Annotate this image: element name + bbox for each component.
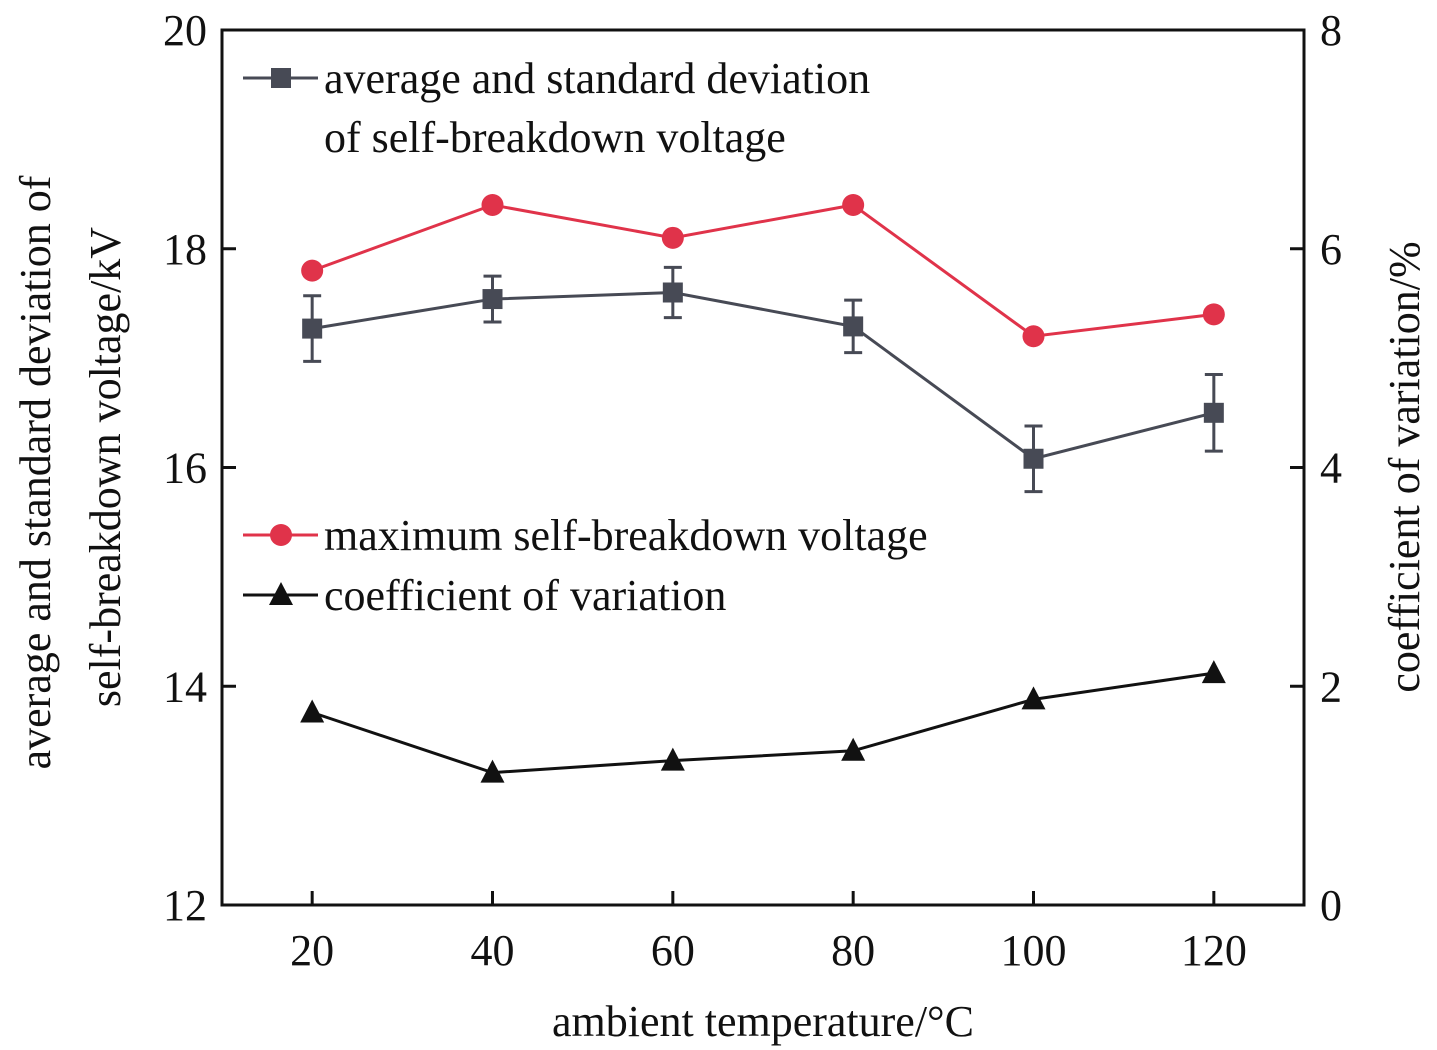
y-left-tick-label: 20	[163, 6, 207, 55]
data-point-avg	[1203, 402, 1224, 423]
series-line-avg	[311, 290, 1215, 461]
data-point-cv	[841, 737, 866, 761]
tick-layer: 20 40 60 80 100 120 12 14 16 18 20 0 2 4 6 8	[163, 6, 1342, 975]
y-axis-left-label: average and standard deviation of self-b…	[11, 165, 130, 770]
series-line-max	[311, 203, 1215, 338]
legend-marker-max	[270, 524, 292, 546]
data-point-max	[301, 259, 324, 282]
y-right-tick-label: 6	[1320, 225, 1342, 274]
y-right-tick-label: 4	[1320, 444, 1342, 493]
x-tick-label: 20	[290, 926, 334, 975]
series-max	[301, 194, 1225, 348]
y-right-tick-label: 2	[1320, 662, 1342, 711]
y-left-tick-label: 14	[163, 662, 207, 711]
legend-label-cv: coefficient of variation	[324, 571, 726, 620]
y-right-tick-label: 8	[1320, 6, 1342, 55]
data-point-cv	[660, 747, 685, 771]
x-tick-label: 60	[651, 926, 695, 975]
series-cv	[300, 660, 1226, 783]
legend-label-line: coefficient of variation	[324, 571, 726, 620]
data-point-avg	[482, 289, 503, 310]
data-point-cv	[300, 699, 325, 723]
y-axis-left-label-line-1: average and standard deviation of	[11, 175, 60, 769]
y-left-tick-label: 12	[163, 881, 207, 930]
data-point-avg	[1023, 448, 1044, 469]
x-tick-label: 120	[1181, 926, 1247, 975]
series-layer	[300, 194, 1226, 783]
data-point-max	[481, 194, 504, 216]
legend-marker-cv	[269, 582, 293, 605]
data-point-cv	[1201, 660, 1226, 684]
series-line-cv	[311, 671, 1215, 775]
data-point-max	[1022, 325, 1045, 348]
legend-marker-avg	[271, 68, 291, 88]
y-left-tick-label: 18	[163, 225, 207, 274]
y-right-tick-label: 0	[1320, 881, 1342, 930]
data-point-avg	[843, 316, 864, 337]
legend-entry-max: maximum self-breakdown voltage	[243, 511, 928, 560]
legend-label-line: average and standard deviation	[324, 54, 870, 103]
data-point-max	[842, 194, 865, 216]
x-tick-label: 80	[831, 926, 875, 975]
legend-label-avg: average and standard deviation of self-br…	[324, 54, 870, 162]
legend-label-line: maximum self-breakdown voltage	[324, 511, 928, 560]
x-tick-label: 100	[1001, 926, 1067, 975]
legend-entry-avg: average and standard deviation of self-br…	[243, 54, 870, 162]
x-axis-label: ambient temperature/°C	[552, 997, 974, 1046]
y-axis-right-label: coefficient of variation/%	[1380, 241, 1429, 692]
legend-entry-cv: coefficient of variation	[243, 571, 726, 620]
legend: average and standard deviation of self-br…	[243, 54, 928, 620]
legend-label-max: maximum self-breakdown voltage	[324, 511, 928, 560]
series-avg	[302, 265, 1224, 494]
x-tick-label: 40	[471, 926, 515, 975]
data-point-avg	[662, 282, 683, 303]
data-point-cv	[1021, 686, 1046, 710]
data-point-max	[661, 226, 684, 249]
data-point-cv	[480, 759, 505, 783]
legend-label-line: of self-breakdown voltage	[324, 113, 786, 162]
data-point-avg	[302, 318, 323, 339]
data-point-max	[1202, 303, 1225, 326]
y-axis-left-label-line-2: self-breakdown voltage/kV	[81, 227, 130, 707]
y-left-tick-label: 16	[163, 444, 207, 493]
